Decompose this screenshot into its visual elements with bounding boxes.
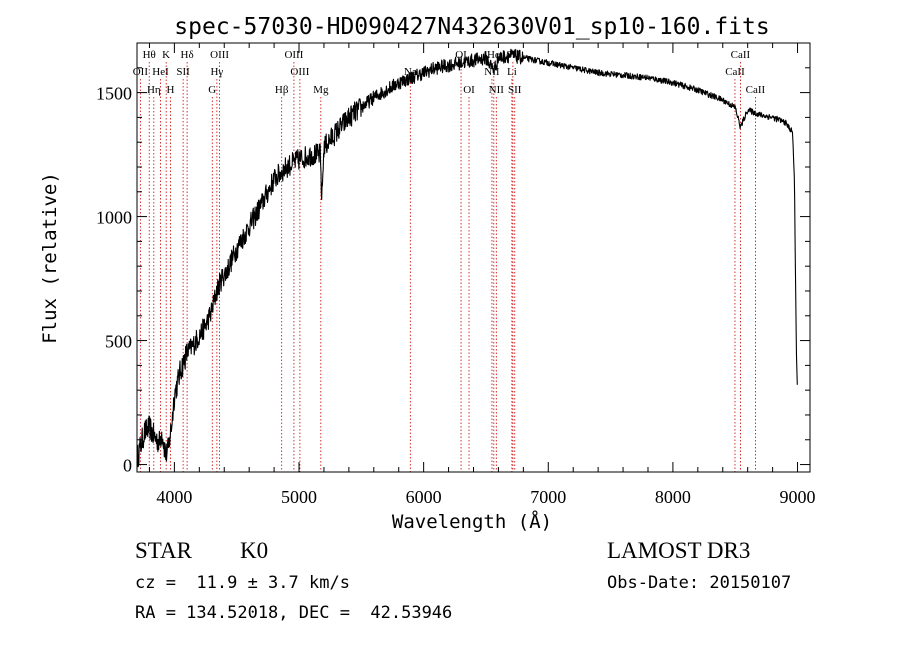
line-marker-label: NII	[489, 84, 505, 96]
line-marker-label: CaII	[725, 66, 745, 78]
x-tick-label: 4000	[156, 487, 192, 507]
line-marker-label: Hθ	[143, 49, 156, 61]
axis-ticks	[137, 43, 810, 472]
spectrum-line	[136, 48, 798, 470]
line-marker-label: Mg	[313, 84, 329, 96]
y-tick-label: 1500	[96, 84, 132, 104]
line-marker-label: HeI	[152, 66, 169, 78]
line-marker-label: OIII	[290, 66, 309, 78]
line-marker-label: OIII	[284, 49, 303, 61]
chart-title: spec-57030-HD090427N432630V01_sp10-160.f…	[174, 14, 769, 40]
line-marker-label: G	[208, 84, 216, 96]
survey-name: LAMOST DR3	[607, 538, 751, 563]
y-axis-label: Flux (relative)	[39, 172, 61, 344]
line-marker-label: Hγ	[210, 66, 223, 78]
y-tick-label: 500	[105, 332, 132, 352]
x-axis-label: Wavelength (Å)	[392, 510, 552, 533]
x-tick-label: 9000	[780, 487, 816, 507]
x-tick-label: 8000	[655, 487, 691, 507]
line-marker-label: Hη	[147, 84, 161, 96]
line-marker-label: OIII	[210, 49, 229, 61]
line-marker-label: OI	[455, 49, 467, 61]
object-type: STAR	[135, 538, 192, 563]
observation-date: Obs-Date: 20150107	[607, 573, 792, 593]
line-marker-label: Li	[507, 66, 517, 78]
line-marker-label: CaII	[731, 49, 751, 61]
line-marker-label: SII	[176, 66, 190, 78]
line-marker-label: Hδ	[181, 49, 194, 61]
line-marker-label: SII	[508, 84, 522, 96]
line-marker-label: Hβ	[275, 84, 289, 96]
x-tick-label: 7000	[530, 487, 566, 507]
line-marker-label: H	[167, 84, 175, 96]
y-tick-label: 0	[123, 456, 132, 476]
coordinates: RA = 134.52018, DEC = 42.53946	[135, 603, 453, 623]
line-marker-label: K	[162, 49, 170, 61]
line-marker-label: OI	[463, 84, 475, 96]
axis-tick-labels: 4000 5000 6000 7000 8000 9000 0 500 1000 1500	[96, 84, 816, 507]
line-marker-label: CaII	[746, 84, 766, 96]
y-tick-label: 1000	[96, 208, 132, 228]
spectral-subclass: K0	[240, 538, 269, 563]
redshift-value: cz = 11.9 ± 3.7 km/s	[135, 573, 350, 593]
x-tick-label: 5000	[281, 487, 317, 507]
spectral-line-markers	[139, 62, 756, 472]
x-tick-label: 6000	[406, 487, 442, 507]
